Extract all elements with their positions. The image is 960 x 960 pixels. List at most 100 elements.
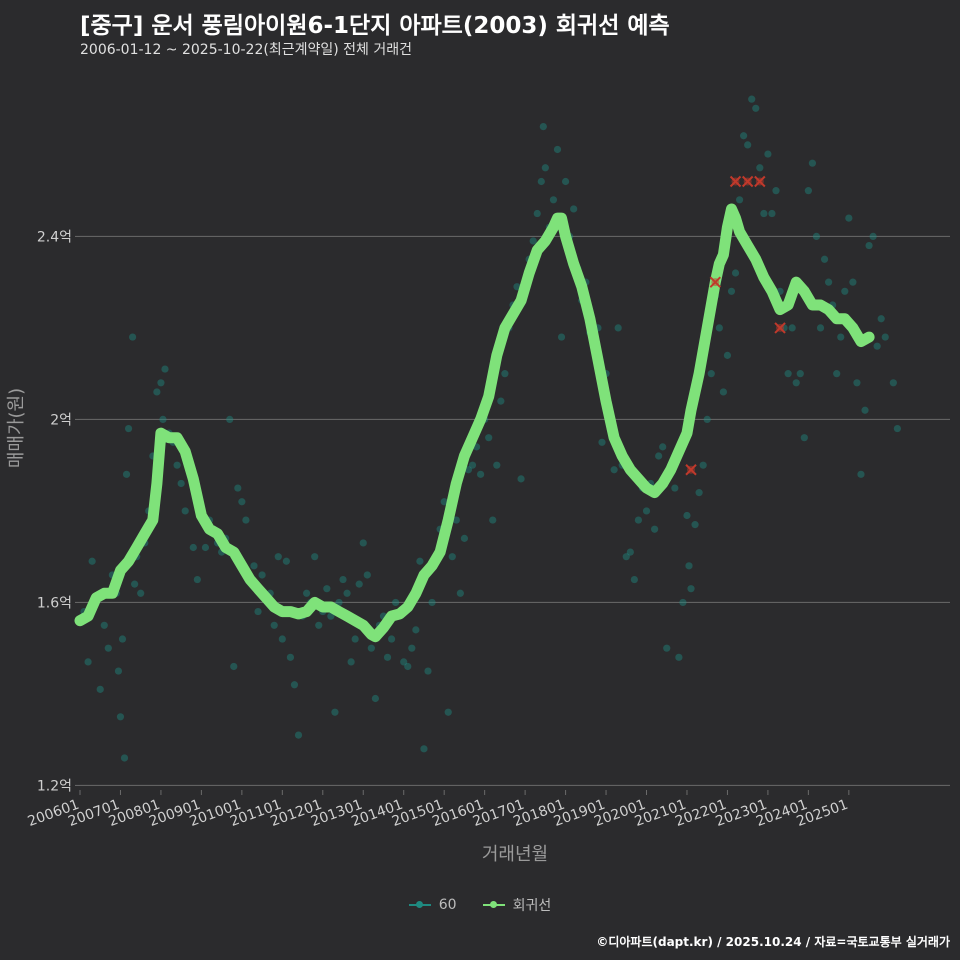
regression-series [74,203,875,643]
data-point [865,241,873,250]
grid-lines [80,235,950,786]
data-point [735,196,744,204]
data-point [493,461,501,469]
data-point [719,388,727,396]
data-point [812,232,821,241]
data-point [857,470,865,478]
data-point [250,562,258,570]
data-point [642,507,651,515]
legend: 60 회귀선 [0,895,960,915]
data-point [230,662,238,671]
data-point [820,255,829,263]
outlier-cross [729,175,742,188]
legend-item-regression: 회귀선 [482,895,552,915]
data-point [691,521,699,529]
credit-text: ©디아파트(dapt.kr) / 2025.10.24 / 자료=국토교통부 실… [596,935,950,949]
data-point [529,237,537,245]
data-point [339,575,347,584]
legend-swatch-60 [408,898,431,912]
data-point [428,598,436,607]
y-axis-ticks: 1.2억 1.6억 2억 2.4억 [37,229,80,794]
data-point [254,607,262,616]
data-point [845,214,853,222]
data-point [424,667,432,675]
data-point [323,585,331,593]
data-point [355,580,363,588]
data-point [286,653,295,661]
outlier-cross [754,175,766,188]
chart-subtitle: 2006-01-12 ~ 2025-10-22(최근계약일) 전체 거래건 [80,42,412,58]
data-point [327,612,335,620]
data-point [792,379,800,387]
data-point [752,104,760,112]
y-tick-label: 2억 [50,412,72,428]
legend-label-regression: 회귀선 [512,898,552,914]
data-point [651,525,659,533]
legend-swatch-regression [482,898,505,912]
data-point [118,635,127,643]
data-point [748,95,756,103]
data-point [715,324,723,332]
data-point [444,708,452,716]
data-point [557,333,566,341]
outlier-cross [741,175,754,188]
data-point [124,424,133,433]
data-point [201,543,210,552]
data-point [598,438,606,446]
data-point [610,466,618,474]
data-point [663,644,671,652]
data-point [104,644,112,652]
data-point [153,388,161,396]
data-point [335,598,343,607]
data-point [539,123,547,131]
data-point [756,164,764,172]
data-point [460,534,469,542]
y-tick-label: 1.6억 [37,595,72,611]
data-point [630,575,638,584]
data-point [416,557,424,565]
data-point [659,443,667,451]
data-point [392,598,400,607]
data-point [541,164,549,172]
y-axis-label: 매매가(원) [6,388,27,468]
regression-line [74,203,875,643]
data-point [685,562,693,570]
data-point [359,539,367,547]
data-point [477,470,485,478]
data-point [513,283,521,291]
outlier-marker [685,464,697,476]
data-point [88,557,96,565]
data-point [311,553,319,561]
data-point [270,621,278,629]
data-point [570,205,578,213]
data-point [456,589,464,597]
data-point [893,424,901,433]
data-point [96,685,104,693]
data-point [760,209,768,218]
outlier-series [685,175,786,476]
outlier-cross [709,276,722,288]
outlier-cross [774,322,786,334]
data-point [517,475,525,483]
data-point [161,365,169,373]
data-point [549,196,558,204]
data-point [294,731,303,739]
data-point [420,745,428,753]
data-point [189,543,197,552]
data-point [853,379,861,387]
data-point [497,397,505,405]
data-point [837,333,845,341]
data-point [740,132,748,140]
data-point [695,489,703,497]
data-point [448,553,456,561]
data-point [796,370,804,378]
data-point [553,145,562,154]
data-point [727,287,736,295]
data-point [861,406,869,414]
data-point [687,585,695,593]
data-point [707,370,715,378]
data-point [278,635,286,643]
data-point [129,333,137,341]
data-point [808,159,817,167]
